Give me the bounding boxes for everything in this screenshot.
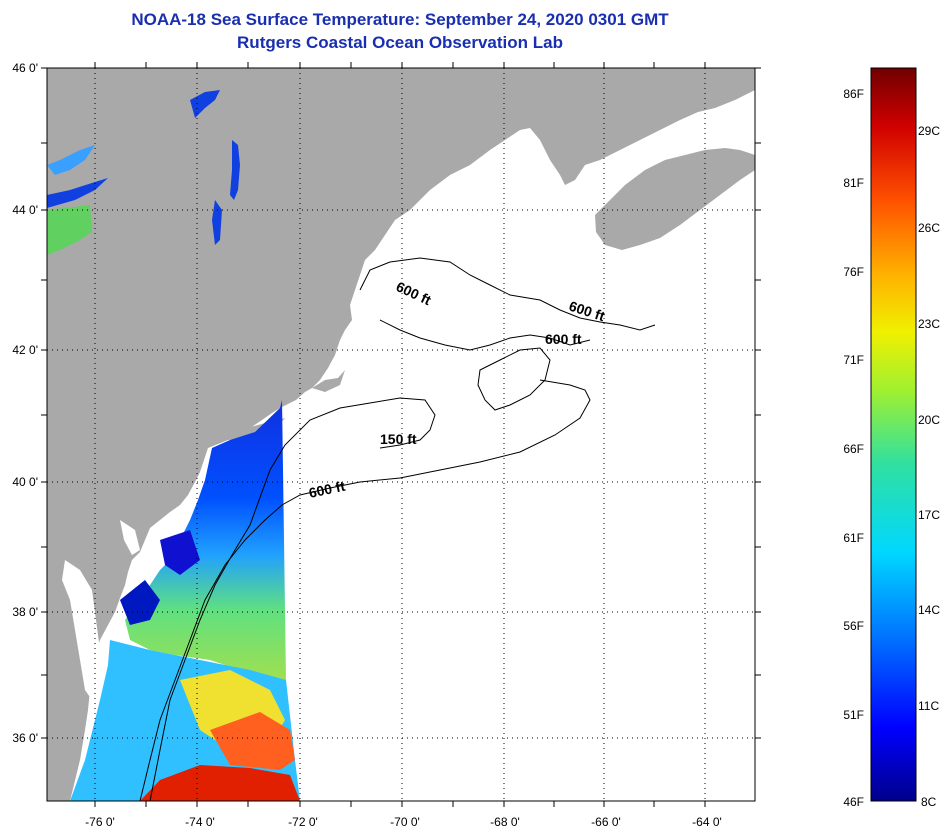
contour-georges [477, 347, 551, 411]
sst-cool-band [120, 580, 160, 625]
lat-label: 36 0' [12, 731, 38, 745]
lon-label: -74 0' [185, 815, 215, 829]
colorbar-c-label: 29C [918, 124, 940, 138]
contour-150ft [149, 397, 436, 801]
lon-label: -70 0' [390, 815, 420, 829]
lon-label: -76 0' [85, 815, 115, 829]
lake-north [190, 90, 220, 118]
contour-label: 600 ft [307, 478, 346, 501]
lat-label: 42 0' [12, 343, 38, 357]
grid-lines [47, 68, 755, 801]
colorbar-f-label: 46F [843, 795, 864, 809]
colorbar-f-label: 61F [843, 531, 864, 545]
lake-ontario [47, 205, 92, 255]
colorbar-c-label: 23C [918, 317, 940, 331]
colorbar-c-label: 8C [921, 795, 937, 809]
map-subtitle: Rutgers Coastal Ocean Observation Lab [237, 33, 563, 52]
contour-label: 600 ft [545, 331, 582, 347]
sst-warm-patch-2 [210, 712, 295, 770]
contour-600ft-inner [379, 319, 591, 351]
lon-label: -64 0' [692, 815, 722, 829]
colorbar-c-label: 20C [918, 413, 940, 427]
lat-label: 38 0' [12, 605, 38, 619]
colorbar-f-label: 81F [843, 176, 864, 190]
lat-label: 40 0' [12, 475, 38, 489]
colorbar-f-label: 66F [843, 442, 864, 456]
sst-swath-north [125, 400, 286, 680]
lake-small [212, 200, 222, 245]
colorbar-c-label: 11C [918, 699, 939, 713]
map-frame [46, 67, 756, 802]
colorbar-f-label: 71F [843, 353, 864, 367]
lake-west [47, 145, 95, 175]
axis-ticks [41, 62, 761, 807]
lat-label: 46 0' [12, 61, 38, 75]
colorbar-f-label: 76F [843, 265, 864, 279]
land-cape-cod [312, 370, 345, 392]
contour-label: 150 ft [380, 431, 417, 447]
sst-hot-patch [140, 765, 300, 801]
contour-600ft-south [139, 379, 591, 801]
lon-label: -66 0' [591, 815, 621, 829]
map-title: NOAA-18 Sea Surface Temperature: Septemb… [131, 10, 669, 29]
chesapeake-bay [62, 560, 100, 700]
colorbar-c-label: 17C [918, 508, 940, 522]
sst-cool-band-2 [160, 530, 200, 575]
lat-label: 44 0' [12, 203, 38, 217]
colorbar-f-label: 51F [843, 708, 864, 722]
contour-600ft-gulf [359, 257, 656, 331]
land-mainland [47, 68, 755, 801]
colorbar-c-label: 26C [918, 221, 940, 235]
colorbar-c-label: 14C [918, 603, 940, 617]
lake-champlain [230, 140, 240, 200]
lon-label: -72 0' [288, 815, 318, 829]
colorbar-f-label: 86F [843, 87, 864, 101]
land-nova-scotia [595, 148, 755, 250]
delaware-bay [120, 520, 140, 555]
lon-label: -68 0' [490, 815, 520, 829]
lake-ontario-east [47, 178, 108, 208]
colorbar-f-label: 56F [843, 619, 864, 633]
temperature-colorbar [870, 67, 917, 802]
